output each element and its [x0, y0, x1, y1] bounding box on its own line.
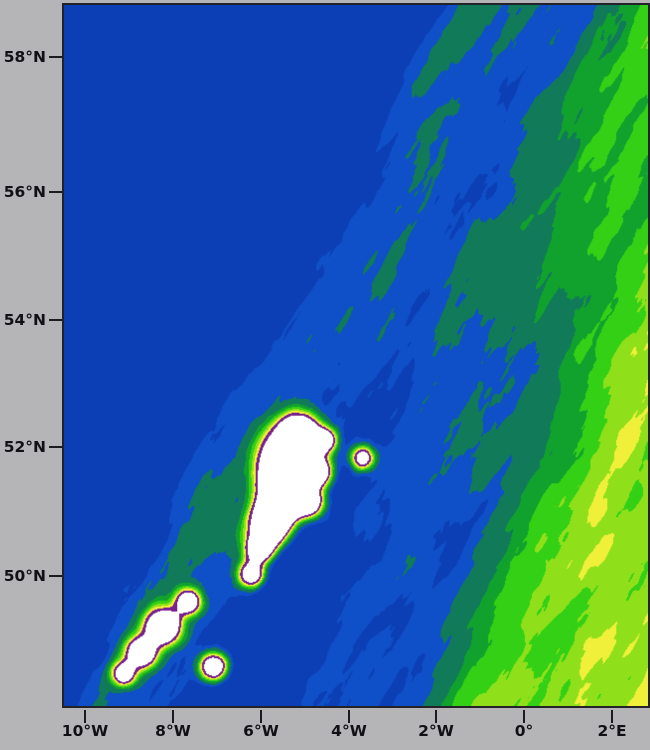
x-tick-2	[260, 710, 262, 723]
x-ticklabel-5: 0°	[514, 722, 534, 740]
y-tick-54	[49, 319, 62, 321]
x-ticklabel-0: 10°W	[61, 722, 109, 740]
y-ticklabel-58: 58°N	[3, 48, 46, 66]
map-plot-area[interactable]	[62, 3, 650, 708]
y-tick-56	[49, 191, 62, 193]
y-ticklabel-54: 54°N	[3, 311, 46, 329]
y-tick-52	[49, 446, 62, 448]
x-tick-4	[435, 710, 437, 723]
x-ticklabel-6: 2°E	[597, 722, 627, 740]
y-tick-50	[49, 575, 62, 577]
x-tick-5	[523, 710, 525, 723]
x-tick-3	[348, 710, 350, 723]
filled-contour-field	[64, 5, 648, 706]
x-ticklabel-1: 8°W	[155, 722, 191, 740]
x-tick-1	[172, 710, 174, 723]
x-ticklabel-2: 6°W	[243, 722, 279, 740]
x-tick-6	[611, 710, 613, 723]
y-ticklabel-50: 50°N	[3, 567, 46, 585]
x-ticklabel-4: 2°W	[418, 722, 454, 740]
y-tick-58	[49, 56, 62, 58]
x-ticklabel-3: 4°W	[331, 722, 367, 740]
y-ticklabel-56: 56°N	[3, 183, 46, 201]
y-ticklabel-52: 52°N	[3, 438, 46, 456]
x-tick-0	[84, 710, 86, 723]
